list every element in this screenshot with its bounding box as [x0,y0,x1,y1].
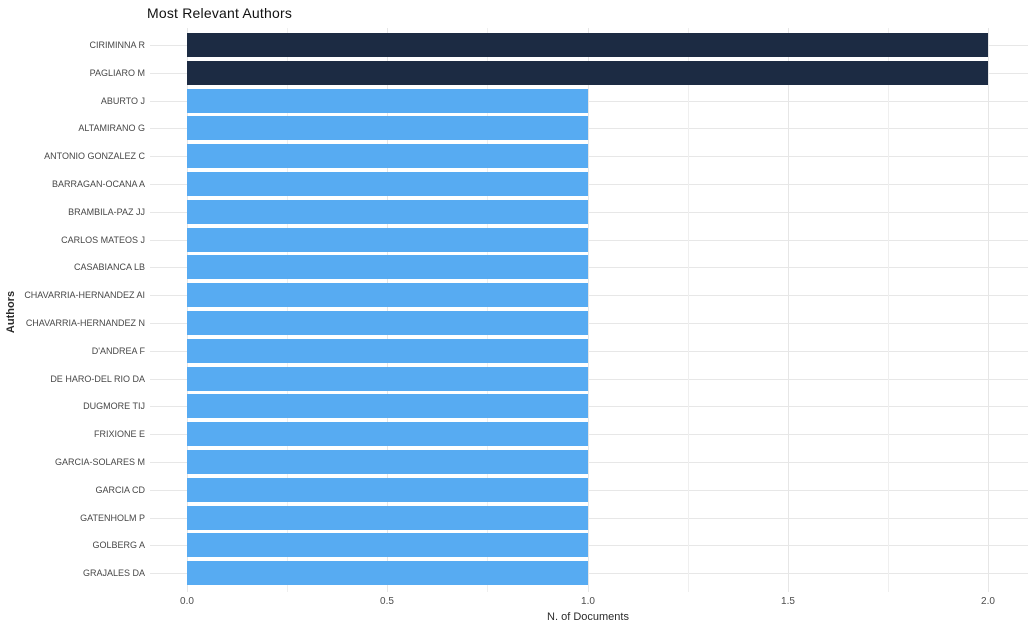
category-label: DUGMORE TIJ [83,401,145,412]
bar [187,283,588,308]
category-label: FRIXIONE E [93,429,145,440]
gridline-minor [287,28,288,592]
category-label: BARRAGAN-OCANA A [51,179,145,189]
gridline-horizontal [150,184,1028,185]
category-label: CASABIANCA LB [73,262,145,273]
category-label: CHAVARRIA-HERNANDEZ N [25,318,145,328]
x-tick-label: 1.5 [781,596,795,607]
gridline-horizontal [150,573,1028,575]
gridline-major [187,28,188,592]
gridline-minor [487,28,488,592]
bar [187,422,588,447]
gridline-horizontal [150,434,1028,436]
bar [187,366,588,391]
category-label: GATENHOLM P [80,512,145,523]
gridline-horizontal [150,267,1028,269]
gridline-horizontal [150,489,1028,491]
bar [187,450,588,474]
category-label: CARLOS MATEOS J [61,234,145,245]
gridline-major [788,28,789,592]
category-label: PAGLIARO M [89,67,145,78]
bar [187,227,588,252]
bar [187,338,588,363]
bar [187,533,588,558]
gridline-horizontal [150,239,1028,241]
gridline-minor [688,28,689,592]
bar [187,505,588,530]
gridline-major [588,28,589,592]
category-label: DE HARO-DEL RIO DA [50,373,145,384]
bar [187,116,588,141]
gridline-horizontal [150,128,1028,130]
x-tick-label: 2.0 [981,596,995,607]
bar [187,477,588,502]
bar [187,172,588,196]
gridline-horizontal [150,517,1028,519]
bar [187,561,588,586]
category-label: GOLBERG A [92,540,145,551]
category-label: GARCIA-SOLARES M [54,457,145,467]
bar [187,311,588,335]
chart-title: Most Relevant Authors [147,5,293,21]
gridline-horizontal [150,545,1028,547]
bar [187,144,588,169]
x-tick-label: 0.0 [180,596,194,607]
x-tick-label: 0.5 [380,596,394,607]
gridline-horizontal [150,100,1028,102]
category-label: D'ANDREA F [91,345,145,356]
gridline-horizontal [150,211,1028,213]
gridline-major [387,28,388,592]
gridline-horizontal [150,378,1028,380]
gridline-horizontal [150,462,1028,463]
category-label: ANTONIO GONZALEZ C [44,151,145,162]
bar [187,33,988,57]
gridline-horizontal [150,406,1028,408]
gridline-minor [888,28,889,592]
gridline-horizontal [150,156,1028,158]
category-label: CIRIMINNA R [89,40,145,50]
bar [187,60,988,85]
category-label: GARCIA CD [95,484,145,495]
category-label: ABURTO J [100,95,145,106]
bar [187,255,588,280]
gridline-horizontal [150,350,1028,352]
category-label: GRAJALES DA [82,568,145,579]
gridline-horizontal [150,295,1028,297]
x-tick-label: 1.0 [581,596,595,607]
bar [187,199,588,224]
x-axis-title: N. of Documents [547,611,629,623]
category-label: ALTAMIRANO G [78,123,145,134]
gridline-major [988,28,989,592]
gridline-horizontal [150,323,1028,324]
bar [187,88,588,113]
category-label: BRAMBILA-PAZ JJ [68,206,145,217]
bar [187,394,588,419]
category-label: CHAVARRIA-HERNANDEZ AI [24,290,145,301]
